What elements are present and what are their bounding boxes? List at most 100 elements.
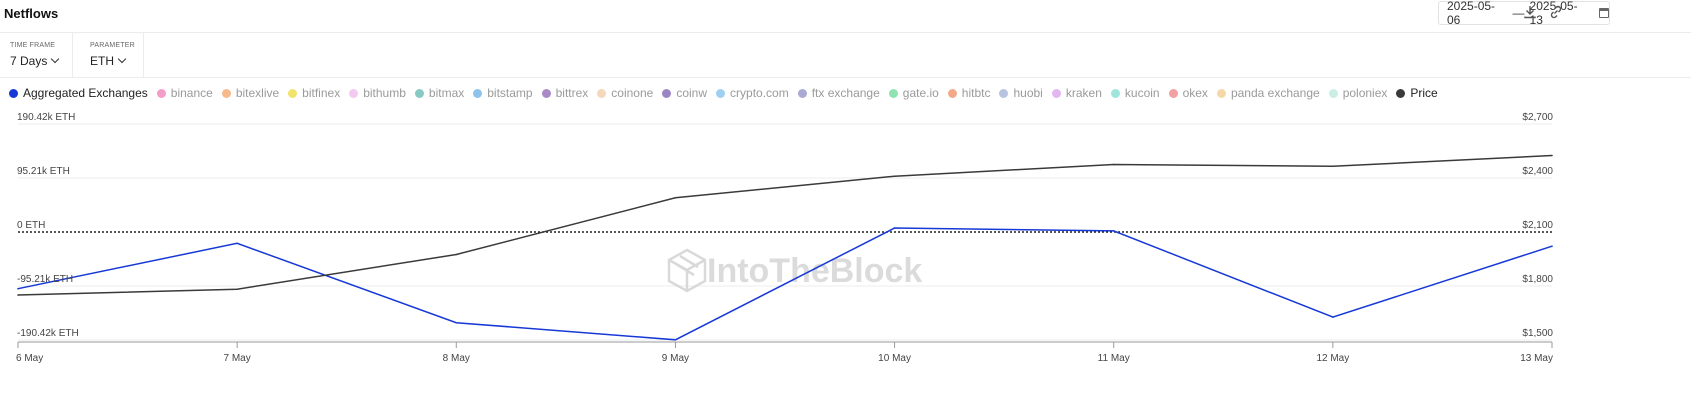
legend-item[interactable]: gate.io <box>888 86 939 100</box>
y-right-tick-label: $2,100 <box>1522 220 1553 231</box>
legend-item[interactable]: hitbtc <box>947 86 991 100</box>
legend-item[interactable]: bitexlive <box>221 86 280 100</box>
legend-item[interactable]: bitmax <box>414 86 465 100</box>
legend-label: poloniex <box>1342 86 1388 100</box>
watermark-logo <box>667 248 707 293</box>
y-right-tick-label: $1,500 <box>1522 328 1553 339</box>
data-point <box>674 338 677 341</box>
x-tick-label: 12 May <box>1316 353 1349 364</box>
x-tick-label: 9 May <box>662 353 689 364</box>
data-point <box>674 197 677 199</box>
netflows-chart: IntoTheBlock 190.42k ETH 95.21k ETH 0 ETH -… <box>16 112 1553 364</box>
legend-label: Aggregated Exchanges <box>23 86 148 100</box>
legend-label: bittrex <box>555 86 589 100</box>
legend-item[interactable]: ftx exchange <box>797 86 880 100</box>
legend-label: ftx exchange <box>811 86 880 100</box>
legend-item[interactable]: kucoin <box>1110 86 1160 100</box>
legend-label: Price <box>1410 86 1438 100</box>
legend-dot <box>1051 88 1061 98</box>
date-separator: — <box>1512 6 1525 20</box>
page-title: Netflows <box>4 6 59 21</box>
legend-label: coinone <box>611 86 654 100</box>
legend-label: huobi <box>1013 86 1043 100</box>
data-point <box>455 321 458 324</box>
legend-dot <box>716 88 726 98</box>
legend-item[interactable]: Aggregated Exchanges <box>9 86 148 100</box>
series-line <box>17 227 1553 341</box>
legend-dot <box>797 88 807 98</box>
data-point <box>893 175 896 177</box>
legend-item[interactable]: bithumb <box>349 86 406 100</box>
legend-label: okex <box>1182 86 1208 100</box>
y-right-tick-label: $1,800 <box>1522 274 1553 285</box>
legend-item[interactable]: coinw <box>662 86 707 100</box>
legend-dot <box>1396 88 1406 98</box>
data-point <box>1112 163 1115 166</box>
y-left-tick-label: 0 ETH <box>17 220 45 231</box>
legend-dot <box>1216 88 1226 98</box>
legend-label: bitmax <box>428 86 465 100</box>
legend-dot <box>999 88 1009 98</box>
legend-item[interactable]: huobi <box>999 86 1043 100</box>
legend-item[interactable]: poloniex <box>1328 86 1388 100</box>
parameter-label: PARAMETER <box>90 42 135 49</box>
download-icon[interactable] <box>1522 4 1538 20</box>
legend-dot <box>349 88 359 98</box>
data-point <box>1332 165 1334 168</box>
legend-item[interactable]: bittrex <box>541 86 589 100</box>
legend-item[interactable]: bitfinex <box>288 86 340 100</box>
left-axis-ticks: 190.42k ETH 95.21k ETH 0 ETH -95.21k ETH -19… <box>17 112 79 339</box>
legend-dot <box>947 88 957 98</box>
time-frame-label: TIME FRAME <box>10 42 56 49</box>
data-point <box>17 294 19 296</box>
legend-item[interactable]: binance <box>156 86 213 100</box>
legend-item[interactable]: kraken <box>1051 86 1102 100</box>
legend-item[interactable]: coinone <box>597 86 653 100</box>
chart-legend: Aggregated Exchanges binance bitexlive bitf… <box>9 84 1447 102</box>
legend-item[interactable]: panda exchange <box>1216 86 1320 100</box>
data-point <box>893 227 896 229</box>
y-left-tick-label: -190.42k ETH <box>17 328 79 339</box>
legend-dot <box>156 88 166 98</box>
chart-controls: TIME FRAME 7 Days PARAMETER ETH <box>0 33 1691 78</box>
legend-label: hitbtc <box>961 86 991 100</box>
y-left-tick-label: 95.21k ETH <box>17 166 70 177</box>
y-left-tick-label: 190.42k ETH <box>17 112 75 123</box>
parameter-control[interactable]: PARAMETER ETH <box>80 33 144 77</box>
legend-item[interactable]: Price <box>1396 86 1438 100</box>
series-layer <box>17 154 1553 341</box>
y-right-tick-label: $2,400 <box>1522 166 1553 177</box>
watermark-cube-icon <box>667 248 707 293</box>
legend-dot <box>288 88 298 98</box>
watermark-text: IntoTheBlock <box>707 252 922 290</box>
data-point <box>17 287 19 290</box>
date-range-picker[interactable]: 2025-05-06 — 2025-05-13 <box>1438 0 1610 27</box>
legend-dot <box>473 88 483 98</box>
legend-item[interactable]: bitstamp <box>473 86 533 100</box>
data-point <box>236 288 238 291</box>
grid-lines <box>18 123 1552 343</box>
legend-dot <box>662 88 672 98</box>
x-tick-label: 13 May <box>1520 353 1553 364</box>
legend-label: bitexlive <box>235 86 280 100</box>
legend-item[interactable]: okex <box>1168 86 1208 100</box>
chart-header: Netflows 2025-05-06 — 2025-05-13 <box>0 0 1691 33</box>
data-point <box>1551 154 1553 157</box>
series-line <box>17 154 1553 296</box>
data-point <box>455 253 458 256</box>
legend-dot <box>221 88 231 98</box>
x-tick-label: 7 May <box>224 353 251 364</box>
link-icon[interactable] <box>1548 4 1564 20</box>
data-point <box>1332 316 1334 318</box>
data-point <box>1112 230 1115 232</box>
time-frame-control[interactable]: TIME FRAME 7 Days <box>0 33 73 77</box>
legend-item[interactable]: crypto.com <box>716 86 789 100</box>
legend-dot <box>1168 88 1178 98</box>
legend-label: gate.io <box>902 86 939 100</box>
legend-label: kucoin <box>1124 86 1160 100</box>
data-point <box>1551 245 1553 247</box>
legend-dot <box>541 88 551 98</box>
legend-label: coinw <box>676 86 708 100</box>
legend-dot <box>1328 88 1338 98</box>
x-tick-label: 6 May <box>16 353 43 364</box>
